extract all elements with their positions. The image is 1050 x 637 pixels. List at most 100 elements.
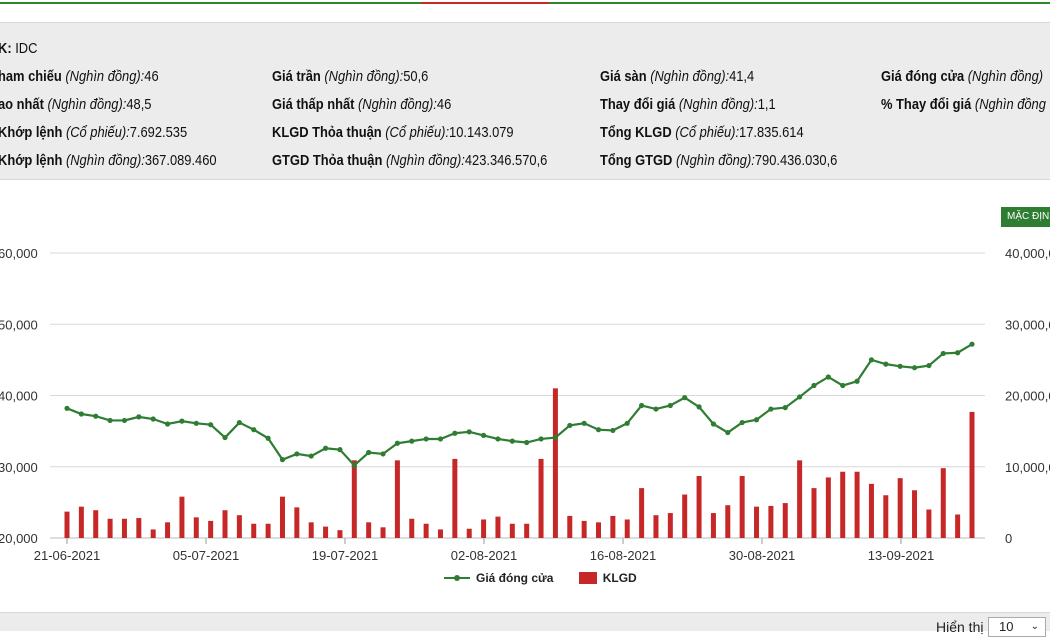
close-price-point	[480, 432, 487, 438]
volume-bar	[323, 526, 329, 538]
close-price-point	[624, 420, 630, 426]
volume-bar	[251, 523, 257, 538]
volume-bar	[868, 483, 874, 538]
close-price-point	[969, 341, 975, 347]
close-price-point	[351, 462, 357, 468]
info-field: ham chiếu (Nghìn đồng):46	[0, 68, 159, 85]
volume-bar	[437, 529, 443, 538]
close-price-point	[179, 418, 185, 424]
volume-bar	[811, 488, 817, 538]
close-price-point	[552, 434, 559, 441]
volume-bar	[294, 507, 300, 538]
close-price-point	[93, 413, 99, 419]
table-footer	[0, 612, 1050, 631]
close-price-point	[279, 457, 286, 463]
close-price-point	[825, 374, 831, 380]
info-field: Khớp lệnh (Nghìn đồng):367.089.460	[0, 152, 217, 169]
info-field-label: Tổng GTGD	[600, 152, 676, 169]
x-tick-label: 19-07-2021	[312, 548, 379, 563]
volume-bar	[696, 476, 702, 538]
close-price-point	[797, 394, 803, 400]
info-field-label: Giá trần	[272, 68, 325, 85]
info-field-value: 7.692.535	[129, 124, 188, 141]
close-price-point	[696, 404, 702, 410]
close-price-point	[107, 417, 113, 424]
volume-bar	[509, 523, 515, 538]
info-field-label: Khớp lệnh	[0, 152, 66, 169]
info-field-label: Khớp lệnh	[0, 124, 66, 141]
volume-bar	[797, 460, 803, 538]
info-field-label: % Thay đổi giá	[881, 96, 975, 113]
info-field-value: 10.143.079	[449, 124, 514, 141]
y-right-tick-label: 0	[1005, 531, 1012, 546]
volume-bar	[596, 522, 602, 538]
close-price-line	[66, 343, 973, 467]
info-field-value: 367.089.460	[144, 152, 217, 169]
close-price-point	[682, 395, 688, 401]
info-field-label: Giá thấp nhất	[272, 96, 359, 113]
close-price-point	[265, 435, 271, 441]
info-field: Thay đổi giá (Nghìn đồng):1,1	[600, 96, 776, 113]
chart-legend: Giá đóng cửa KLGD	[444, 570, 637, 585]
legend-item-volume[interactable]: KLGD	[557, 570, 637, 585]
close-price-point	[653, 406, 659, 412]
close-price-point	[208, 422, 214, 428]
info-field-value: 48,5	[126, 96, 152, 113]
info-field-unit: (Nghìn đồng):	[385, 152, 465, 169]
info-field-value: 50,6	[403, 68, 429, 85]
close-price-point	[725, 429, 731, 436]
info-field-unit: (Nghìn đồng):	[65, 152, 145, 169]
info-field: KLGD Thỏa thuận (Cổ phiếu):10.143.079	[272, 124, 514, 141]
info-field-unit: (Nghìn đồng):	[675, 152, 755, 169]
volume-bar	[165, 522, 171, 538]
y-right-tick-label: 20,000,0	[1005, 389, 1050, 404]
default-view-button[interactable]: MẶC ĐỊN	[1001, 207, 1050, 227]
volume-bar	[926, 509, 932, 538]
chevron-down-icon: ⌄	[1030, 621, 1039, 632]
y-left-tick-label: 60,000	[0, 246, 38, 261]
info-field-value: 423.346.570,6	[464, 152, 548, 169]
info-field-label: Tổng KLGD	[600, 124, 676, 141]
active-tab-indicator	[421, 2, 549, 4]
y-left-tick-label: 30,000	[0, 460, 38, 475]
close-price-point	[610, 427, 616, 434]
volume-bar	[481, 519, 487, 538]
close-price-point	[524, 439, 530, 446]
volume-bar	[136, 518, 142, 538]
legend-item-close-price[interactable]: Giá đóng cửa	[444, 570, 553, 585]
close-price-point	[150, 416, 156, 422]
volume-bar	[768, 505, 774, 538]
volume-bar	[394, 460, 400, 538]
info-field-value: 46	[144, 68, 159, 85]
close-price-point	[868, 357, 875, 363]
info-field-label: Giá sàn	[600, 68, 651, 85]
volume-bar	[107, 518, 113, 538]
info-field-label: KLGD Thỏa thuận	[272, 124, 386, 141]
close-price-point	[595, 427, 602, 433]
y-left-tick-label: 20,000	[0, 531, 38, 546]
volume-bar	[653, 515, 659, 538]
close-price-point	[193, 420, 199, 426]
close-price-point	[322, 445, 329, 451]
info-field: % Thay đổi giá (Nghìn đồng	[881, 96, 1046, 113]
volume-bar	[150, 529, 156, 538]
page-size-select[interactable]: 10 ⌄	[988, 617, 1046, 637]
info-field-unit: (Nghìn đồng):	[678, 96, 758, 113]
close-price-point	[581, 420, 587, 426]
volume-bar	[279, 496, 285, 538]
info-field: Giá đóng cửa (Nghìn đồng)	[881, 68, 1043, 85]
info-field-unit: (Nghìn đồng):	[65, 68, 145, 85]
info-field: Giá trần (Nghìn đồng):50,6	[272, 68, 428, 85]
close-price-point	[495, 436, 501, 442]
close-price-point	[452, 430, 458, 436]
volume-bar	[179, 496, 185, 538]
info-field-value: 1,1	[757, 96, 776, 113]
volume-bar	[337, 530, 343, 538]
info-field-unit: (Nghìn đồng):	[650, 68, 730, 85]
close-price-point	[782, 405, 788, 411]
volume-bar	[883, 495, 889, 538]
volume-bar	[567, 515, 573, 538]
volume-bar	[423, 523, 429, 538]
close-price-point	[955, 350, 961, 356]
info-field: Giá thấp nhất (Nghìn đồng):46	[272, 96, 451, 113]
